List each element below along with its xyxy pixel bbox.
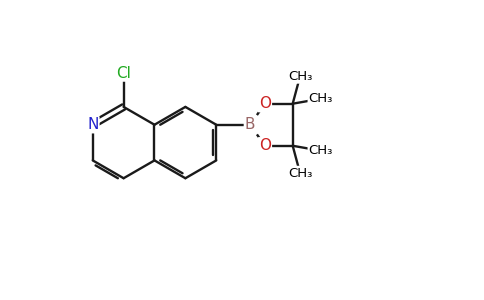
Text: O: O xyxy=(259,96,271,111)
Text: CH₃: CH₃ xyxy=(288,70,312,83)
Text: O: O xyxy=(259,138,271,153)
Text: CH₃: CH₃ xyxy=(309,92,333,105)
Text: B: B xyxy=(245,117,256,132)
Text: CH₃: CH₃ xyxy=(288,167,312,180)
Text: CH₃: CH₃ xyxy=(309,144,333,157)
Text: N: N xyxy=(87,117,98,132)
Text: Cl: Cl xyxy=(116,65,131,80)
